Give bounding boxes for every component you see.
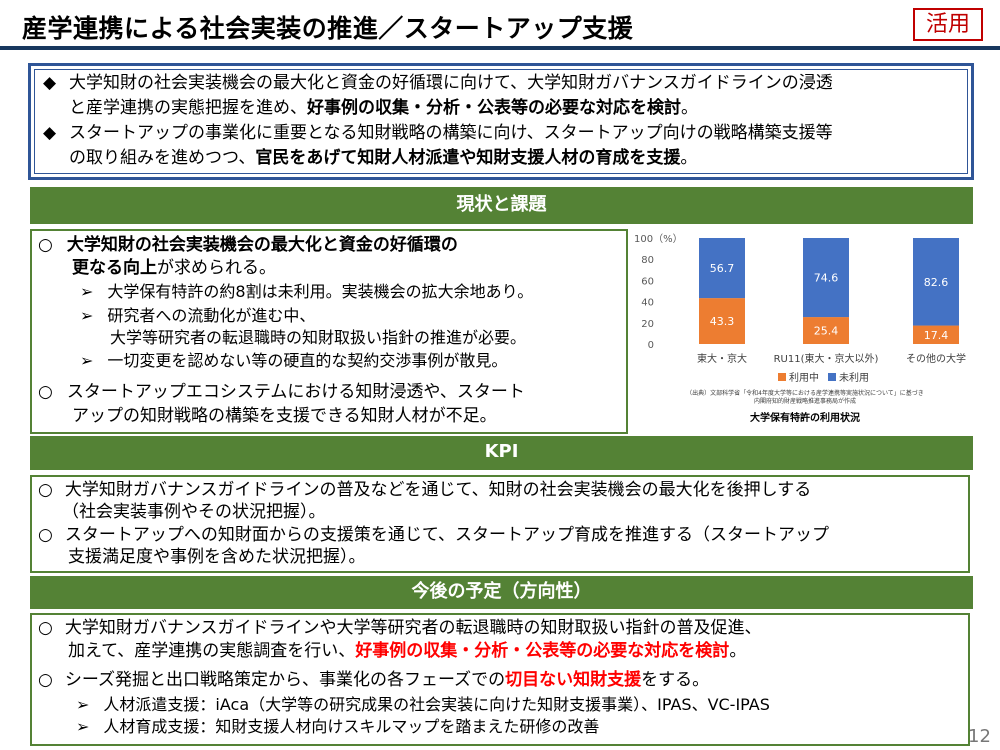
plan-box <box>30 613 970 746</box>
summary-box: ◆ 大学知財の社会実装機会の最大化と資金の好循環に向けて、大学知財ガバナンスガイ… <box>28 63 974 180</box>
bar-data-label: 17.4 <box>924 329 949 342</box>
y-tick-label: 100（%） <box>634 233 683 245</box>
chart-caption: 大学保有特許の利用状況 <box>750 411 860 424</box>
status-item-1-line-2: 更なる向上が求められる。 <box>72 258 276 278</box>
section-heading-kpi: KPI <box>30 436 973 470</box>
bar-data-label: 43.3 <box>710 315 735 328</box>
bar-data-label: 74.6 <box>814 272 839 285</box>
status-item-2-line-1: ○ スタートアップエコシステムにおける知財浸透や、スタート <box>38 382 525 402</box>
summary-emphasis-1: 好事例の収集・分析・公表等の必要な対応を検討 <box>307 98 681 118</box>
plan-sub-1: ➢ 人材派遣支援：iAca（大学等の研究成果の社会実装に向けた知財支援事業）、IP… <box>76 695 770 714</box>
legend-swatch <box>778 373 786 381</box>
category-badge: 活用 <box>913 8 983 41</box>
legend-swatch <box>828 373 836 381</box>
arrow-bullet-icon: ➢ <box>76 717 90 736</box>
summary-emphasis-2: 官民をあげて知財人材派遣や知財支援人材の育成を支援 <box>255 148 681 168</box>
plan-sub-2: ➢ 人材育成支援：知財支援人材向けスキルマップを踏まえた研修の改善 <box>76 717 600 736</box>
bar-segment <box>699 298 745 344</box>
patent-usage-chart: 0 20 40 60 80 100（%） 43.3 56.7 東大・京大 25.4 74.6 RU11… <box>634 233 966 424</box>
y-tick-label: 80 <box>641 255 654 266</box>
status-item-1-line-1: ○ 大学知財の社会実装機会の最大化と資金の好循環の <box>38 235 458 255</box>
kpi-box <box>30 475 970 573</box>
bar-segment <box>913 238 959 326</box>
plan-line-2: 加えて、産学連携の実態調査を行い、好事例の収集・分析・公表等の必要な対応を検討。 <box>68 641 747 661</box>
summary-item-2-line-2: の取り組みを進めつつ、 官民をあげて知財人材派遣や知財支援人材の育成を支援。 <box>69 148 698 168</box>
kpi-line-4: 支援満足度や事例を含めた状況把握）。 <box>68 547 366 567</box>
bar-data-label: 56.7 <box>710 262 735 275</box>
arrow-bullet-icon: ➢ <box>80 306 94 325</box>
x-tick-label: RU11(東大・京大以外) <box>774 352 879 365</box>
page-number: 12 <box>968 726 991 747</box>
arrow-bullet-icon: ➢ <box>76 695 90 714</box>
bar-data-label: 82.6 <box>924 276 949 289</box>
chart-source-line: （出典）文部科学省「令和4年度大学等における産学連携等実施状況について」に基づき <box>686 389 924 397</box>
circle-bullet-icon: ○ <box>38 235 53 255</box>
current-status-box <box>30 229 628 434</box>
plan-emphasis-1: 好事例の収集・分析・公表等の必要な対応を検討 <box>355 641 730 661</box>
bar-segment <box>803 238 849 318</box>
kpi-line-2: （社会実装事例やその状況把握）。 <box>62 502 326 522</box>
status-item-2-line-2: アップの知財戦略の構築を支援できる知財人材が不足。 <box>72 406 497 426</box>
arrow-bullet-icon: ➢ <box>80 282 94 301</box>
y-tick-label: 40 <box>641 298 654 309</box>
arrow-bullet-icon: ➢ <box>80 351 94 370</box>
y-tick-label: 20 <box>641 319 654 330</box>
bar-segment <box>913 325 959 344</box>
circle-bullet-icon: ○ <box>38 480 53 500</box>
x-tick-label: その他の大学 <box>906 352 966 365</box>
circle-bullet-icon: ○ <box>38 618 53 638</box>
plan-line-3: ○ シーズ発掘と出口戦略策定から、事業化の各フェーズでの切目ない知財支援をする。 <box>38 670 710 690</box>
legend-label: 未利用 <box>839 372 869 384</box>
status-sub-2-line-2: 大学等研究者の転退職時の知財取扱い指針の推進が必要。 <box>110 328 527 347</box>
kpi-line-3: ○ スタートアップへの知財面からの支援策を通じて、スタートアップ育成を推進する（ス… <box>38 525 829 545</box>
diamond-bullet-icon: ◆ <box>43 123 57 143</box>
y-tick-label: 0 <box>648 340 654 351</box>
plan-emphasis-2: 切目ない知財支援 <box>505 670 642 690</box>
circle-bullet-icon: ○ <box>38 382 53 402</box>
summary-item-2-line-1: ◆ スタートアップの事業化に重要となる知財戦略の構築に向け、スタートアップ向けの… <box>43 123 833 143</box>
circle-bullet-icon: ○ <box>38 670 53 690</box>
plan-line-1: ○ 大学知財ガバナンスガイドラインや大学等研究者の転退職時の知財取扱い指針の普及促… <box>38 618 762 638</box>
status-sub-2-line-1: ➢ 研究者への流動化が進む中、 <box>80 306 316 325</box>
section-heading-current-status: 現状と課題 <box>30 187 973 224</box>
section-heading-plan: 今後の予定（方向性） <box>30 576 973 609</box>
bar-segment <box>803 317 849 344</box>
summary-item-1-line-2: と産学連携の実態把握を進め、 好事例の収集・分析・公表等の必要な対応を検討。 <box>69 98 698 118</box>
y-tick-label: 60 <box>641 276 654 287</box>
page-title: 産学連携による社会実装の推進／スタートアップ支援 <box>22 14 634 43</box>
summary-item-1-line-1: ◆ 大学知財の社会実装機会の最大化と資金の好循環に向けて、大学知財ガバナンスガイ… <box>43 73 833 93</box>
x-tick-label: 東大・京大 <box>697 352 747 365</box>
summary-inner-border <box>34 69 968 174</box>
legend-label: 利用中 <box>789 371 819 384</box>
chart-source-line: 内閣府知的財産戦略推進事務局が作成 <box>754 397 856 405</box>
circle-bullet-icon: ○ <box>38 525 53 545</box>
title-underline <box>0 46 1000 50</box>
bar-data-label: 25.4 <box>814 325 839 338</box>
bar-segment <box>699 238 745 299</box>
status-sub-1: ➢ 大学保有特許の約8割は未利用。実装機会の拡大余地あり。 <box>80 282 534 301</box>
status-sub-3: ➢ 一切変更を認めない等の硬直的な契約交渉事例が散見。 <box>80 351 508 370</box>
kpi-line-1: ○ 大学知財ガバナンスガイドラインの普及などを通じて、知財の社会実装機会の最大化を… <box>38 480 812 500</box>
diamond-bullet-icon: ◆ <box>43 73 57 93</box>
